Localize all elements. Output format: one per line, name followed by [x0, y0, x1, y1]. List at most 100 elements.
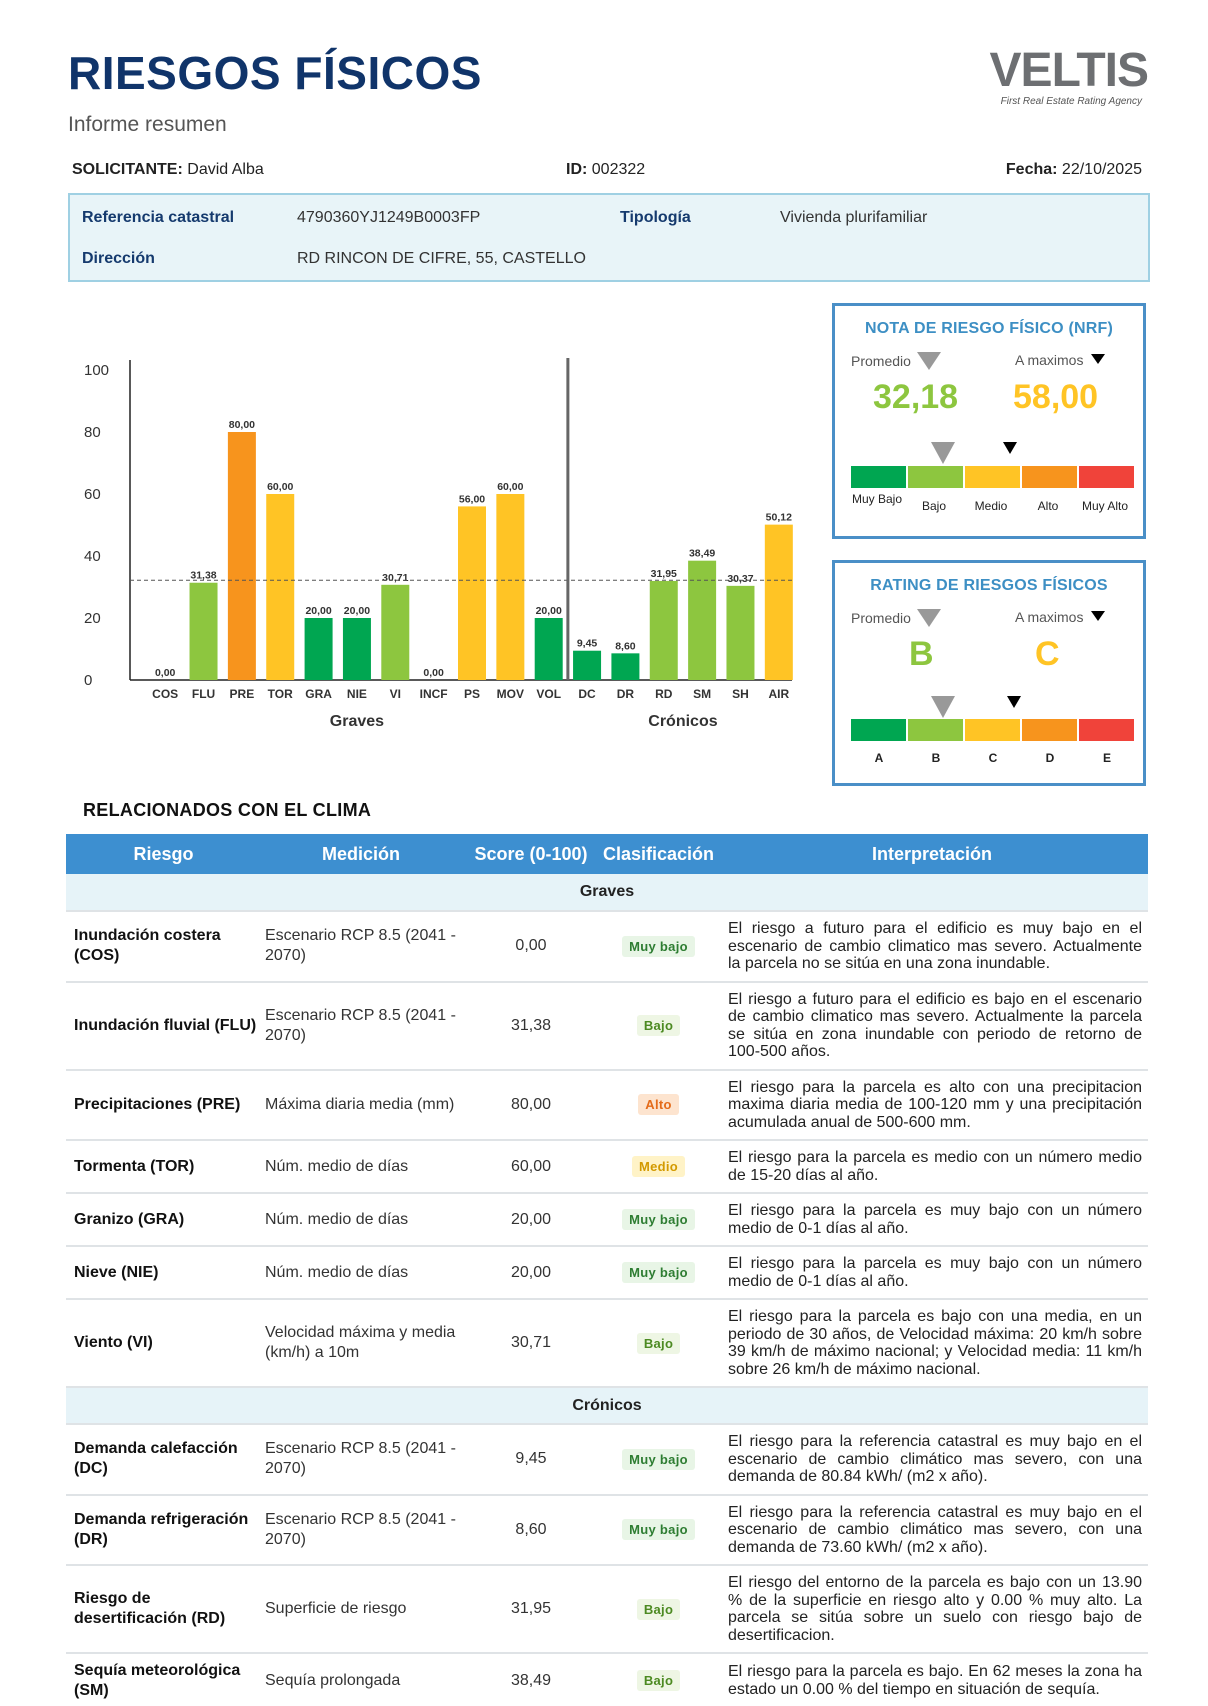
risk-measure: Escenario RCP 8.5 (2041 - 2070)	[261, 1424, 461, 1496]
risk-name: Tormenta (TOR)	[66, 1140, 261, 1194]
col-medicion: Medición	[261, 834, 461, 874]
table-row: Viento (VI) Velocidad máxima y media (km/…	[66, 1299, 1148, 1388]
rating-maximos-pointer-icon	[1007, 696, 1021, 708]
nrf-scale-label: Alto	[1037, 499, 1059, 513]
risk-score: 38,49	[461, 1653, 601, 1706]
rating-scale-bar	[851, 719, 1136, 741]
bar-value-label: 38,49	[689, 548, 715, 560]
x-tick-label: SH	[732, 687, 749, 701]
group-label: Graves	[330, 713, 384, 730]
bar-value-label: 30,71	[382, 572, 408, 584]
logo-wordmark: VELTIS	[989, 44, 1149, 97]
group-label: Crónicos	[66, 1387, 1148, 1425]
risk-interpretation: El riesgo del entorno de la parcela es b…	[716, 1565, 1148, 1654]
classification-badge: Bajo	[636, 1670, 681, 1691]
x-tick-label: VI	[390, 687, 401, 701]
scale-seg-4	[1022, 466, 1077, 488]
bar	[573, 650, 602, 680]
risk-name: Sequía meteorológica (SM)	[66, 1653, 261, 1706]
nrf-scale-label: Medio	[974, 499, 1008, 513]
classification-badge: Muy bajo	[622, 1519, 695, 1541]
risk-score: 60,00	[461, 1140, 601, 1194]
risk-name: Demanda refrigeración (DR)	[66, 1494, 261, 1566]
x-tick-label: GRA	[305, 687, 332, 701]
bar-value-label: 20,00	[536, 605, 562, 617]
risk-score: 30,71	[461, 1299, 601, 1388]
table-row: Inundación fluvial (FLU) Escenario RCP 8.…	[66, 981, 1148, 1071]
risk-name: Inundación costera (COS)	[66, 911, 261, 983]
table-row: Nieve (NIE) Núm. medio de días 20,00 Muy ba…	[66, 1246, 1148, 1300]
bar	[534, 618, 563, 680]
tipologia-value: Vivienda plurifamiliar	[780, 209, 928, 226]
risk-measure: Escenario RCP 8.5 (2041 - 2070)	[261, 981, 461, 1071]
table-row: Sequía meteorológica (SM) Sequía prolonga…	[66, 1653, 1148, 1706]
table-row: Demanda refrigeración (DR) Escenario RCP …	[66, 1494, 1148, 1566]
bar-value-label: 8,60	[615, 640, 636, 652]
table-row: Riesgo de desertificación (RD) Superficie…	[66, 1565, 1148, 1654]
bar-value-label: 0,00	[423, 667, 444, 679]
classification-badge: Muy bajo	[622, 935, 695, 957]
risk-measure: Máxima diaria media (mm)	[261, 1069, 461, 1141]
risk-name: Riesgo de desertificación (RD)	[66, 1565, 261, 1654]
tipologia-label: Tipología	[620, 209, 691, 226]
risk-interpretation: El riesgo a futuro para el edificio es m…	[716, 911, 1148, 983]
scale-seg-d	[1022, 719, 1077, 741]
risk-interpretation: El riesgo para la parcela es muy bajo co…	[716, 1193, 1148, 1247]
nrf-scale-label: Muy Bajo	[851, 492, 903, 506]
risk-measure: Superficie de riesgo	[261, 1565, 461, 1654]
rating-maximos-value: C	[1035, 635, 1060, 673]
rating-scale-label: B	[931, 751, 941, 765]
rating-promedio-label: Promedio	[851, 609, 941, 627]
x-tick-label: SM	[693, 687, 711, 701]
risk-score: 31,95	[461, 1565, 601, 1654]
risk-bar-chart: 0 20 40 60 80 100 0,00 COS 31,38 FLU 80,00 PRE 60,00…	[68, 330, 808, 750]
logo-tagline: First Real Estate Rating Agency	[1000, 96, 1142, 107]
classification-badge: Alto	[638, 1094, 679, 1116]
x-tick-label: DC	[578, 687, 596, 701]
rating-promedio-value: B	[909, 635, 934, 673]
risk-score: 0,00	[461, 911, 601, 983]
x-tick-label: VOL	[536, 687, 561, 701]
rating-promedio-pointer-icon	[931, 696, 955, 718]
bar	[611, 653, 640, 680]
y-tick-label: 80	[84, 424, 101, 441]
bar	[764, 524, 793, 680]
table-row: Demanda calefacción (DC) Escenario RCP 8.…	[66, 1424, 1148, 1496]
scale-seg-2	[908, 466, 963, 488]
y-tick-label: 100	[84, 362, 109, 379]
x-tick-label: RD	[655, 687, 673, 701]
rating-scale-label: D	[1045, 751, 1055, 765]
bar	[649, 580, 678, 680]
rating-card: RATING DE RIESGOS FÍSICOS Promedio A max…	[832, 560, 1146, 786]
col-clasificacion: Clasificación	[601, 834, 716, 874]
scale-seg-5	[1079, 466, 1134, 488]
risk-measure: Escenario RCP 8.5 (2041 - 2070)	[261, 911, 461, 983]
x-tick-label: PRE	[230, 687, 255, 701]
risk-interpretation: El riesgo para la referencia catastral e…	[716, 1494, 1148, 1566]
risk-name: Precipitaciones (PRE)	[66, 1069, 261, 1141]
group-label: Graves	[66, 874, 1148, 912]
risk-score: 20,00	[461, 1193, 601, 1247]
page-title: RIESGOS FÍSICOS	[68, 47, 482, 99]
classification-badge: Bajo	[636, 1332, 681, 1354]
risk-interpretation: El riesgo a futuro para el edificio es b…	[716, 981, 1148, 1071]
bar	[726, 585, 755, 680]
x-tick-label: FLU	[192, 687, 215, 701]
nrf-maximos-pointer-icon	[1003, 442, 1017, 454]
bar-value-label: 60,00	[267, 481, 293, 493]
nrf-maximos-value: 58,00	[1013, 378, 1099, 416]
nrf-promedio-label: Promedio	[851, 352, 941, 370]
bar	[458, 506, 486, 680]
x-tick-label: COS	[152, 687, 178, 701]
table-row: Precipitaciones (PRE) Máxima diaria media…	[66, 1069, 1148, 1141]
bar-value-label: 31,95	[651, 568, 677, 580]
x-tick-label: AIR	[768, 687, 789, 701]
rating-scale-label: C	[988, 751, 998, 765]
x-tick-label: PS	[464, 687, 480, 701]
bar	[189, 582, 218, 680]
table-row: Tormenta (TOR) Núm. medio de días 60,00 Med…	[66, 1140, 1148, 1194]
maximos-marker-icon	[1091, 611, 1106, 621]
risk-measure: Escenario RCP 8.5 (2041 - 2070)	[261, 1494, 461, 1566]
bar-value-label: 20,00	[344, 605, 370, 617]
risk-name: Demanda calefacción (DC)	[66, 1424, 261, 1496]
